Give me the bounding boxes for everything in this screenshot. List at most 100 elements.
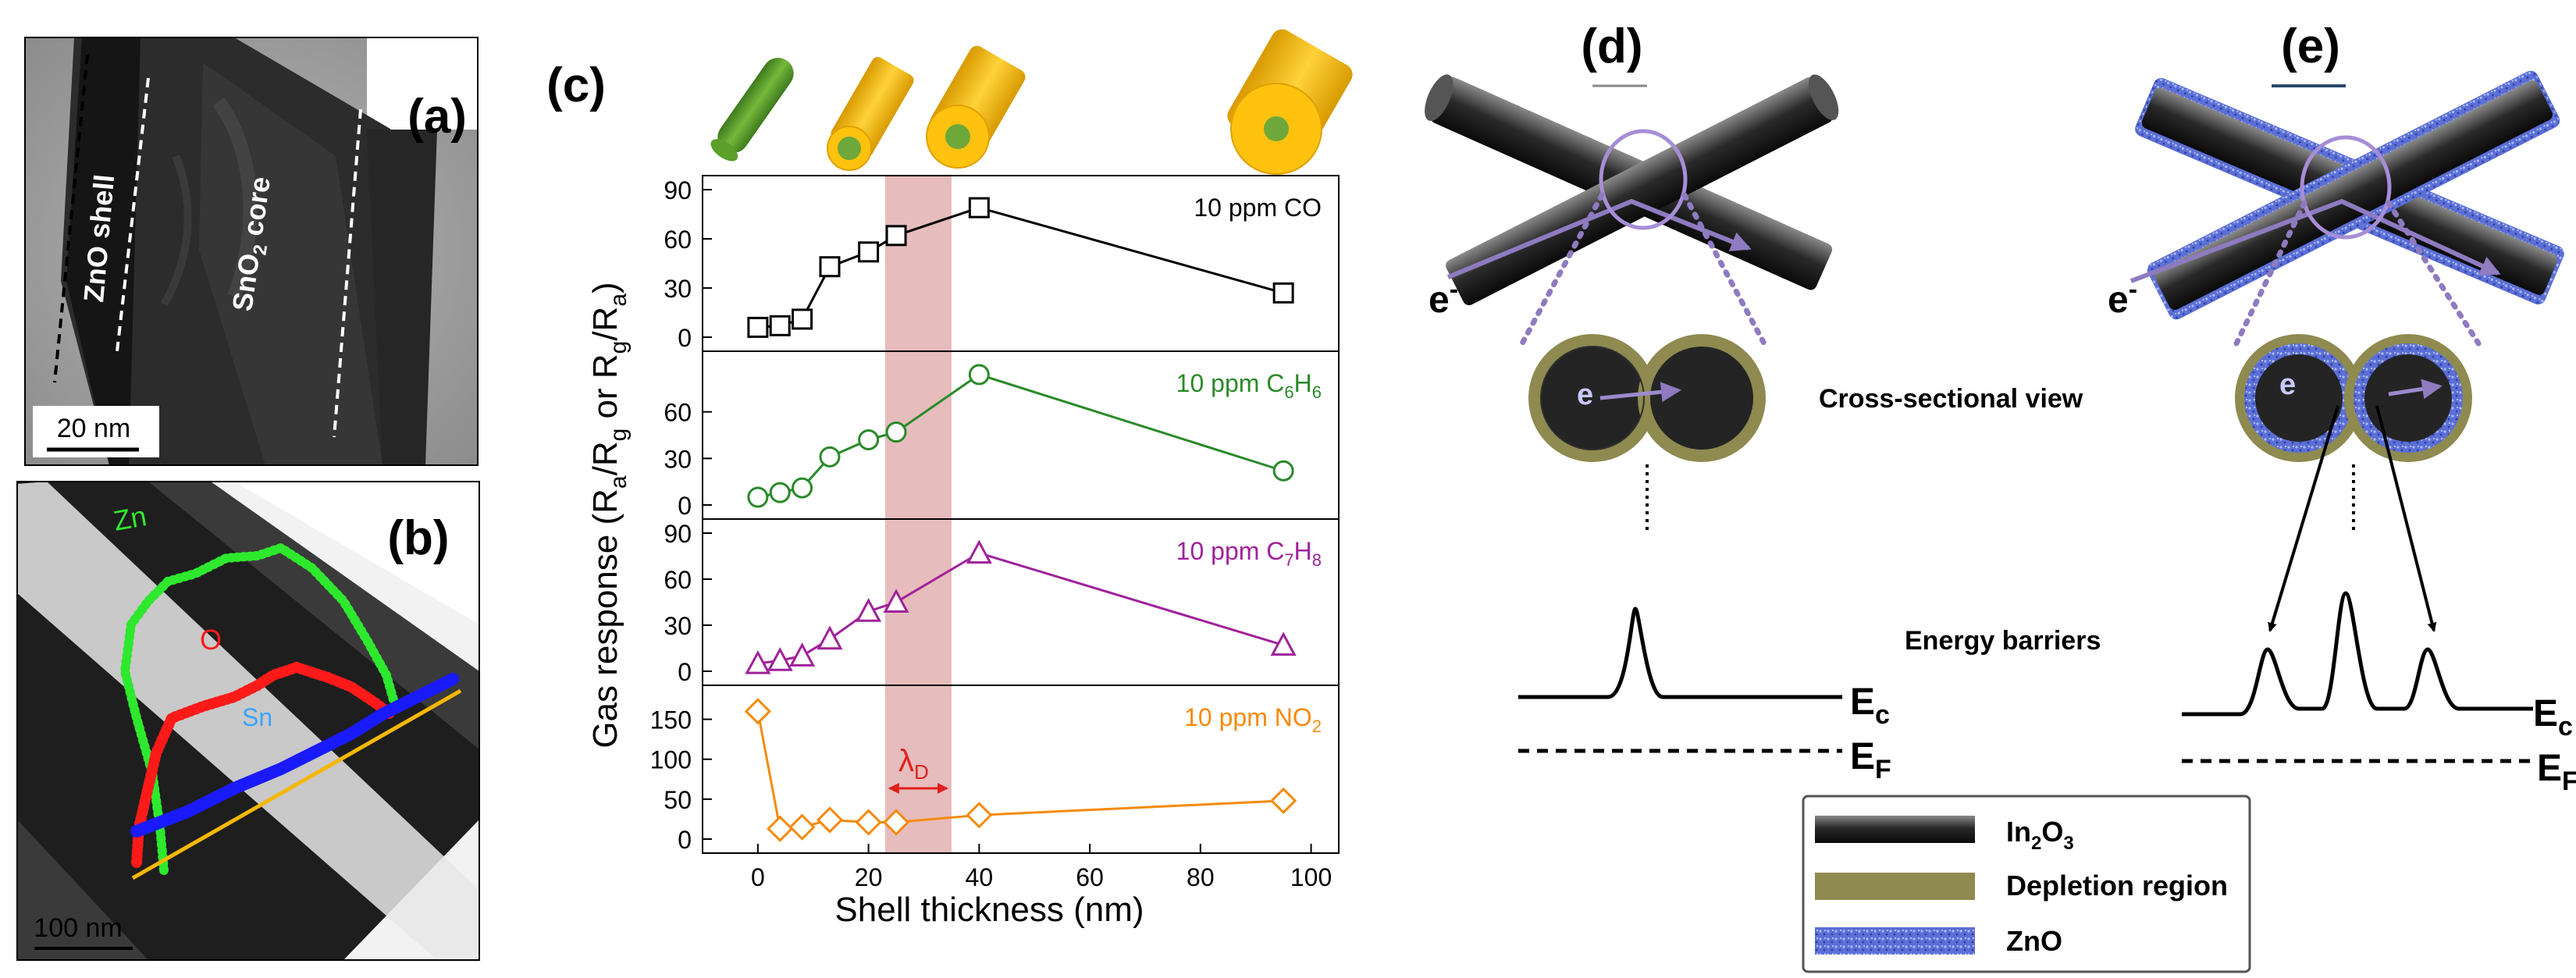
nanorod-icon-medium-shell [926,45,1026,169]
panel-e: (e) e- e Energy b [1905,20,2576,796]
data-point [1272,460,1294,482]
data-point [1272,282,1294,304]
y-tick-label: 90 [664,520,692,548]
debye-length-label: λD [898,744,929,784]
y-tick-label: 90 [664,176,692,204]
barrier-arrow-left-e [2268,405,2339,632]
legend-swatch-in2o3 [1815,816,1975,843]
data-point [767,815,794,842]
panel-c: (c) 0 30 60 90 10 ppm CO [546,29,1353,929]
barrier-arrow-right-e [2375,405,2437,632]
ef-label-d: EF [1850,736,1891,784]
data-point [968,197,990,219]
sno2-core-label: SnO2 core [226,175,281,314]
y-tick-label: 0 [678,492,692,520]
electron-path-e [2129,198,2501,283]
series-label: 10 ppm C6H6 [1176,369,1322,402]
data-point [968,364,990,386]
electron-label-d: e- [1429,275,1458,321]
o-label: O [200,624,222,656]
crossed-nanowires-d [1425,74,1839,306]
sn-profile-curve [130,673,459,838]
cross-electron-label-e: e [2279,368,2296,401]
zoom-line-right-d [1681,192,1767,347]
nanorod-icon-bare [710,58,794,162]
y-tick-label: 0 [678,658,692,686]
data-point [819,256,841,278]
data-point [855,809,882,836]
gas-response-chart: 0 30 60 90 10 ppm CO 0 30 60 10 ppm C6H6 0 30 60 90 1… [586,175,1340,929]
x-tick-label: 60 [1076,863,1104,891]
zn-label: Zn [111,500,148,537]
legend-zno: ZnO [2006,925,2062,957]
y-tick-label: 100 [650,746,692,774]
tem-image-b [17,482,479,960]
panel-label-e: (e) [2281,20,2340,73]
shell-boundary-line [53,54,89,383]
data-point [817,625,843,650]
panel-label-c: (c) [546,59,606,112]
energy-barriers-label: Energy barriers [1905,626,2101,656]
panel-label-d: (d) [1581,20,1642,73]
data-point [882,809,910,836]
panel-a: (a) ZnO shell SnO2 core 20 nm [24,37,479,466]
panel-label-a: (a) [407,90,467,144]
scale-bar-label-b: 100 nm [34,913,122,943]
y-axis-label: Gas response (Ra/Rg or Rg/Ra) [586,282,632,748]
y-tick-label: 30 [664,445,692,473]
data-point [885,225,907,247]
data-point [745,650,771,674]
crossed-nanowires-e [2135,70,2564,320]
debye-length-band [884,176,952,853]
data-point [966,802,993,829]
data-point [858,429,880,450]
conduction-band-d [1518,606,1842,699]
y-tick-label: 60 [664,399,692,427]
line-scan-path [131,688,462,880]
y-tick-label: 0 [678,324,692,352]
y-tick-label: 30 [664,612,692,640]
subplot-frame-3 [702,685,1340,854]
ec-label-e: Ec [2533,693,2573,742]
y-tick-label: 30 [664,275,692,303]
legend-swatch-zno [1815,927,1975,955]
panel-d: (d) e- e Cross-sectional [1425,20,2083,784]
nanorod-icon-thick-shell [1227,29,1353,175]
electron-label-e: e- [2108,275,2137,321]
zoom-line-left-d [1519,192,1605,347]
ec-label-d: Ec [1850,681,1890,730]
nanorod-icon-thin-shell [827,56,914,171]
core-boundary-line-right [333,108,362,438]
data-point [883,589,909,613]
data-point [856,598,882,622]
junction-circle-d [1599,129,1688,230]
data-point [788,813,816,841]
x-tick-label: 40 [966,863,994,891]
panel-b: Zn O Sn (b) 100 nm [16,481,480,961]
cross-electron-arrow-e [2388,379,2443,400]
data-point [858,241,880,263]
data-point [966,539,992,564]
data-point [767,647,793,671]
data-point [792,477,813,499]
junction-circle-e [2300,135,2392,240]
series-label: 10 ppm NO2 [1184,703,1322,736]
legend-swatch-depletion [1815,873,1975,900]
y-tick-label: 0 [678,826,692,854]
x-tick-label: 80 [1187,863,1215,891]
zoom-line-left-e [2233,200,2307,347]
x-tick-label: 100 [1290,863,1332,891]
data-point [769,482,791,503]
data-point [747,316,769,338]
x-tick-label: 20 [855,863,883,891]
o-profile-curve [131,661,396,868]
x-tick-label: 0 [751,863,765,891]
x-axis-label: Shell thickness (nm) [834,891,1144,929]
cross-electron-arrow-d [1599,382,1681,403]
ef-label-e: EF [2537,748,2576,796]
legend: In2O3 Depletion region ZnO [1802,795,2251,973]
electron-path-d [1446,198,1752,279]
panel-label-b: (b) [387,511,449,565]
sn-label: Sn [242,703,272,731]
